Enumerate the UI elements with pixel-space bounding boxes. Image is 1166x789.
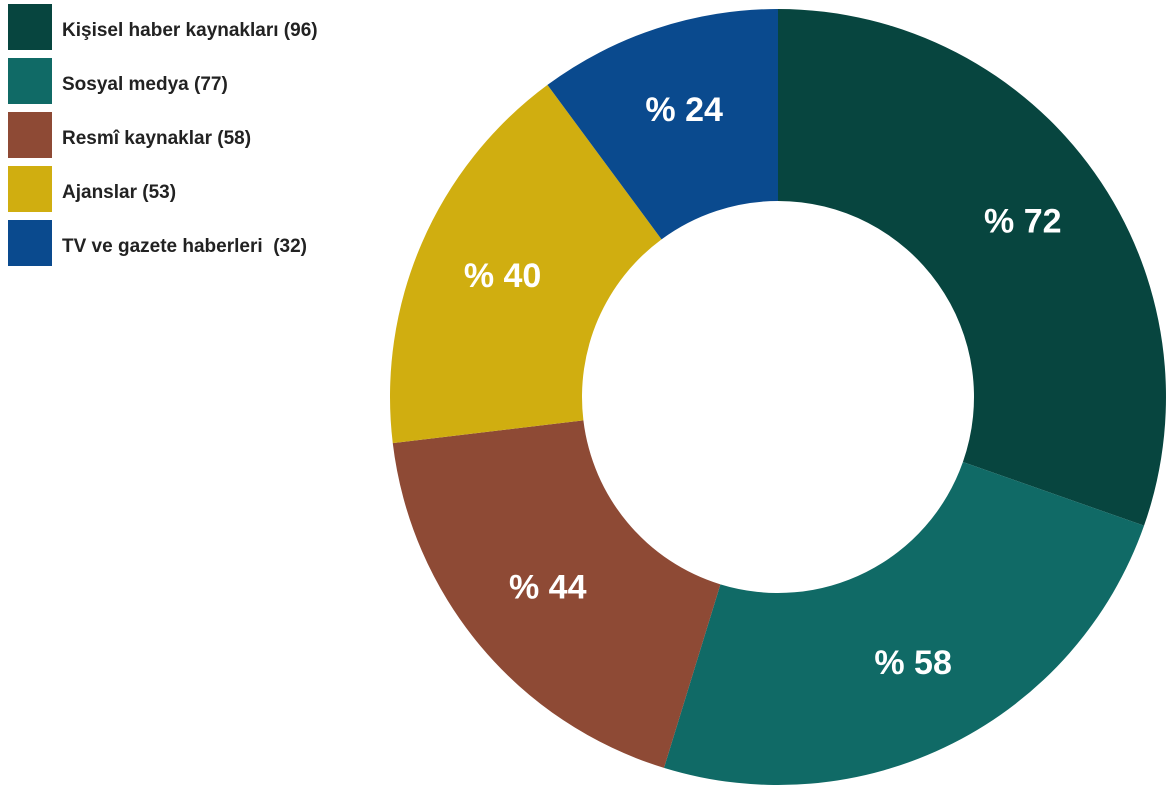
- slice-label: % 58: [874, 644, 952, 682]
- legend-swatch: [8, 112, 52, 158]
- legend-swatch: [8, 58, 52, 104]
- legend-swatch: [8, 166, 52, 212]
- legend-text: Ajanslar (53): [62, 182, 176, 203]
- slice: [547, 9, 778, 240]
- slice-label: % 40: [464, 257, 542, 295]
- legend-text: TV ve gazete haberleri (32): [62, 236, 307, 257]
- slice: [778, 9, 1166, 526]
- legend-text: Resmî kaynaklar (58): [62, 128, 251, 149]
- legend-text: Kişisel haber kaynakları (96): [62, 20, 318, 41]
- slice-label: % 24: [645, 91, 723, 129]
- legend-swatch: [8, 220, 52, 266]
- legend-swatch: [8, 4, 52, 50]
- slice: [663, 461, 1145, 785]
- legend-text: Sosyal medya (77): [62, 74, 228, 95]
- slice-label: % 72: [984, 203, 1062, 241]
- slice: [389, 84, 662, 444]
- slice-label: % 44: [509, 568, 587, 606]
- slice: [392, 420, 721, 768]
